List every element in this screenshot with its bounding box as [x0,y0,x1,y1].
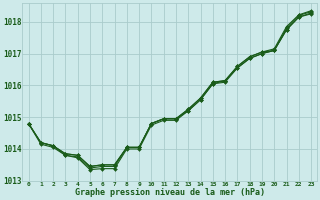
X-axis label: Graphe pression niveau de la mer (hPa): Graphe pression niveau de la mer (hPa) [75,188,265,197]
